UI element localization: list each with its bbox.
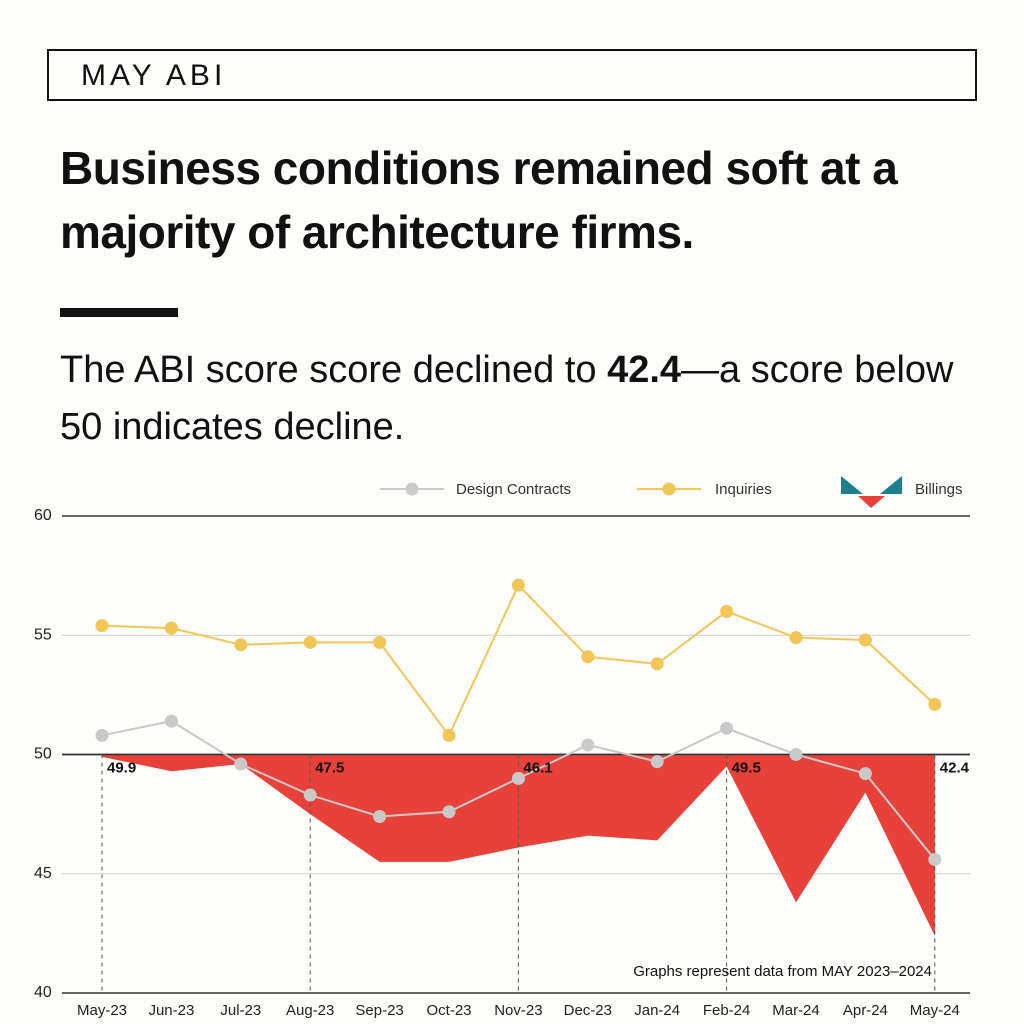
inquiries-point	[373, 635, 387, 649]
header-label: MAY ABI	[81, 59, 227, 92]
x-tick-label: Aug-23	[286, 1002, 334, 1019]
inquiries-point	[303, 635, 317, 649]
abi-chart: Design Contracts Inquiries Billings 60 55 50…	[34, 476, 970, 1020]
headline: Business conditions remained soft at a m…	[60, 142, 898, 258]
y-tick-label: 50	[34, 746, 52, 763]
billings-value-label: 42.4	[940, 760, 970, 777]
inquiries-point	[442, 728, 456, 742]
design-contracts-point	[858, 767, 872, 781]
legend-design-contracts-marker	[405, 482, 419, 496]
legend-inquiries-label: Inquiries	[715, 481, 772, 498]
x-tick-label: Mar-24	[772, 1002, 820, 1019]
series-lines	[95, 578, 942, 866]
billings-value-label: 47.5	[315, 760, 344, 777]
x-tick-label: Apr-24	[843, 1002, 888, 1019]
chart-note: Graphs represent data from MAY 2023–2024	[633, 963, 932, 980]
x-tick-label: Jul-23	[220, 1002, 261, 1019]
x-tick-label: Feb-24	[703, 1002, 751, 1019]
x-tick-label: Oct-23	[426, 1002, 471, 1019]
billings-logo-triangle-icon	[858, 496, 885, 508]
design-contracts-point	[581, 738, 595, 752]
x-tick-label: Jan-24	[634, 1002, 680, 1019]
inquiries-line	[101, 583, 936, 738]
y-tick-label: 60	[34, 507, 52, 524]
design-contracts-point	[720, 721, 734, 735]
inquiries-point	[234, 638, 248, 652]
inquiries-point	[581, 650, 595, 664]
design-contracts-point	[303, 788, 317, 802]
design-contracts-point	[95, 728, 109, 742]
billings-logo-right-icon	[880, 476, 902, 494]
headline-divider	[60, 308, 178, 317]
billings-value-label: 49.5	[732, 760, 761, 777]
chart-labels: 49.9 47.5 46.1 49.5 42.4 May-23 Jun-23 Jul-23 Au…	[77, 760, 970, 1020]
x-tick-label: May-23	[77, 1002, 127, 1019]
subhead-text-after: —a score below 50 indicates decline.	[60, 349, 954, 448]
subhead-text-before: The ABI score score declined to	[60, 349, 608, 391]
subhead: The ABI score score declined to 42.4—a s…	[60, 342, 1000, 456]
legend-inquiries-marker	[662, 482, 676, 496]
header-box: MAY ABI	[47, 49, 977, 101]
y-tick-label: 45	[34, 865, 52, 882]
x-tick-label: Dec-23	[564, 1002, 612, 1019]
design-contracts-point	[164, 714, 178, 728]
design-contracts-point	[928, 852, 942, 866]
legend-design-contracts-label: Design Contracts	[456, 481, 571, 498]
design-contracts-point	[234, 757, 248, 771]
inquiries-point	[511, 578, 525, 592]
design-contracts-point	[442, 805, 456, 819]
inquiries-point	[164, 621, 178, 635]
y-tick-label: 40	[34, 984, 52, 1001]
inquiries-point	[858, 633, 872, 647]
inquiries-point	[650, 657, 664, 671]
subhead-value: 42.4	[607, 349, 682, 391]
design-contracts-point	[373, 810, 387, 824]
billings-value-label: 46.1	[523, 760, 552, 777]
design-contracts-point	[650, 755, 664, 769]
design-contracts-point	[511, 771, 525, 785]
chart-legend: Design Contracts Inquiries Billings	[380, 476, 963, 508]
inquiries-point	[95, 619, 109, 633]
y-tick-label: 55	[34, 626, 52, 643]
billings-logo-left-icon	[841, 476, 863, 494]
inquiries-point	[928, 697, 942, 711]
x-tick-label: Jun-23	[148, 1002, 194, 1019]
billings-value-label: 49.9	[107, 760, 136, 777]
inquiries-point	[720, 604, 734, 618]
inquiries-point	[789, 631, 803, 645]
x-tick-label: May-24	[910, 1002, 960, 1019]
x-tick-label: Nov-23	[494, 1002, 542, 1019]
legend-billings-label: Billings	[915, 481, 963, 498]
x-tick-label: Sep-23	[355, 1002, 403, 1019]
design-contracts-point	[789, 748, 803, 761]
